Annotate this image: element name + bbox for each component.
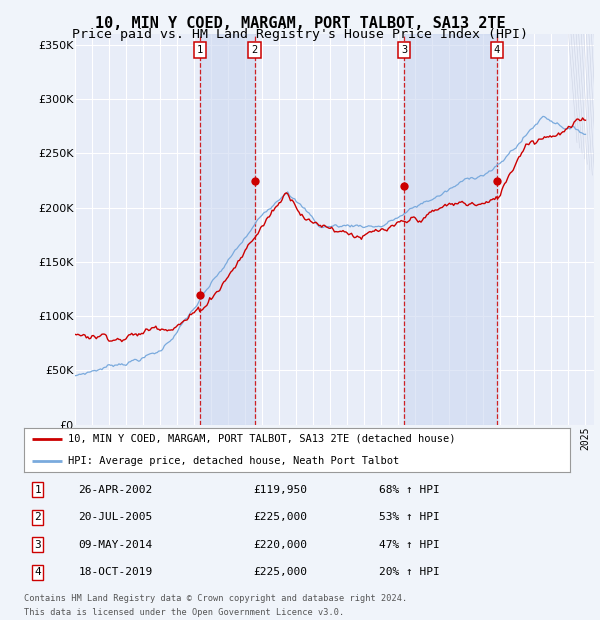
Text: 1: 1 (34, 485, 41, 495)
Text: 3: 3 (401, 45, 407, 55)
Text: 10, MIN Y COED, MARGAM, PORT TALBOT, SA13 2TE (detached house): 10, MIN Y COED, MARGAM, PORT TALBOT, SA1… (68, 434, 455, 444)
Text: £119,950: £119,950 (253, 485, 307, 495)
Text: This data is licensed under the Open Government Licence v3.0.: This data is licensed under the Open Gov… (24, 608, 344, 617)
Text: 4: 4 (494, 45, 500, 55)
Text: £225,000: £225,000 (253, 567, 307, 577)
Text: 47% ↑ HPI: 47% ↑ HPI (379, 540, 440, 550)
Text: 4: 4 (34, 567, 41, 577)
Text: 10, MIN Y COED, MARGAM, PORT TALBOT, SA13 2TE: 10, MIN Y COED, MARGAM, PORT TALBOT, SA1… (95, 16, 505, 30)
Text: £220,000: £220,000 (253, 540, 307, 550)
Text: 20% ↑ HPI: 20% ↑ HPI (379, 567, 440, 577)
Text: 2: 2 (251, 45, 257, 55)
Bar (404, 34, 497, 425)
Text: Contains HM Land Registry data © Crown copyright and database right 2024.: Contains HM Land Registry data © Crown c… (24, 594, 407, 603)
Text: 53% ↑ HPI: 53% ↑ HPI (379, 512, 440, 522)
Text: 26-APR-2002: 26-APR-2002 (79, 485, 153, 495)
Text: 1: 1 (196, 45, 203, 55)
Text: 68% ↑ HPI: 68% ↑ HPI (379, 485, 440, 495)
Text: Price paid vs. HM Land Registry's House Price Index (HPI): Price paid vs. HM Land Registry's House … (72, 28, 528, 41)
Text: 20-JUL-2005: 20-JUL-2005 (79, 512, 153, 522)
Text: 3: 3 (34, 540, 41, 550)
Bar (200, 34, 254, 425)
Text: HPI: Average price, detached house, Neath Port Talbot: HPI: Average price, detached house, Neat… (68, 456, 399, 466)
Text: 18-OCT-2019: 18-OCT-2019 (79, 567, 153, 577)
Text: 09-MAY-2014: 09-MAY-2014 (79, 540, 153, 550)
Text: £225,000: £225,000 (253, 512, 307, 522)
Text: 2: 2 (34, 512, 41, 522)
